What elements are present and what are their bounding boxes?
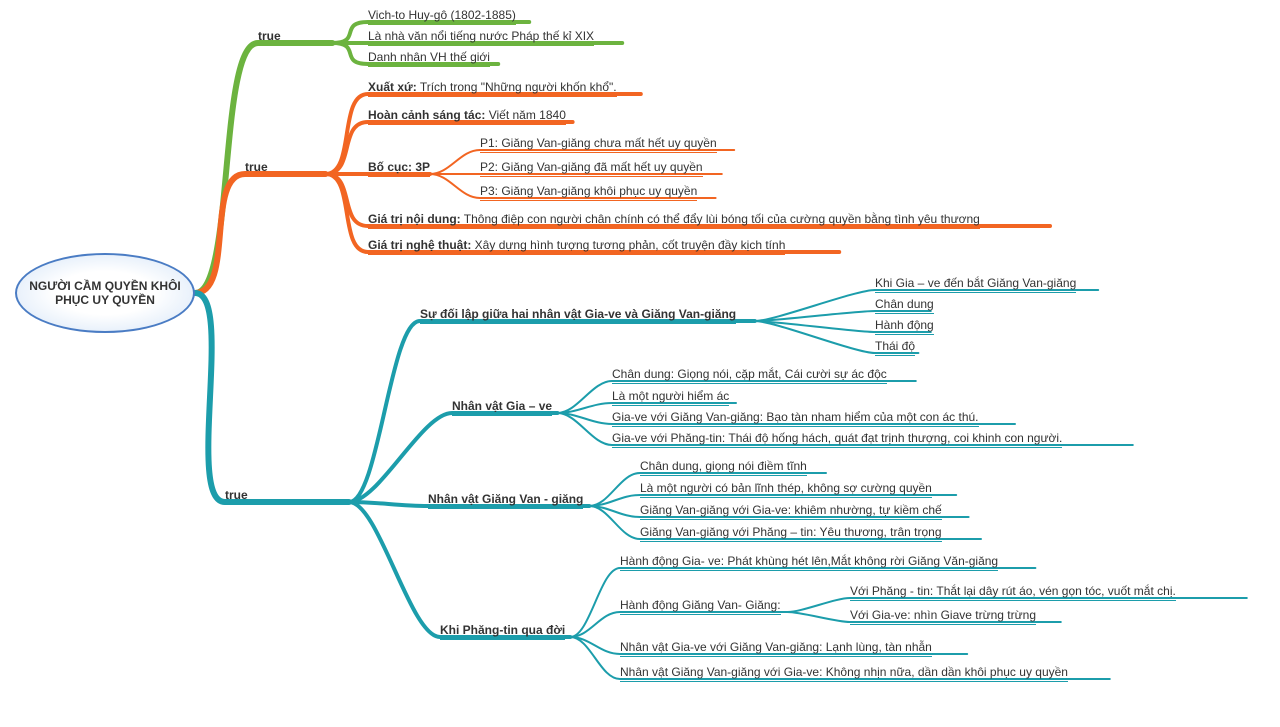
mindmap-node: Danh nhân VH thế giới xyxy=(368,50,490,67)
mindmap-node: Khi Gia – ve đến bắt Giăng Van-giăng xyxy=(875,276,1076,293)
root-node: NGƯỜI CẦM QUYỀN KHÔI PHỤC UY QUYỀN xyxy=(15,253,195,333)
mindmap-node: Gia-ve với Giăng Van-giăng: Bạo tàn nham… xyxy=(612,410,979,427)
mindmap-node: true xyxy=(258,29,281,46)
mindmap-node: Nhân vật Giăng Van - giăng xyxy=(428,492,583,509)
mindmap-node: Giăng Van-giăng với Phăng – tin: Yêu thư… xyxy=(640,525,942,542)
mindmap-node: P1: Giăng Van-giăng chưa mất hết uy quyề… xyxy=(480,136,717,153)
mindmap-node: Giá trị nghệ thuật: Xây dựng hình tượng … xyxy=(368,238,785,255)
mindmap-node: true xyxy=(225,488,248,505)
mindmap-node: Hành động Gia- ve: Phát khùng hét lên,Mắ… xyxy=(620,554,998,571)
mindmap-node: Giá trị nội dung: Thông điệp con người c… xyxy=(368,212,980,229)
mindmap-node: Bố cục: 3P xyxy=(368,160,430,177)
mindmap-node: Chân dung xyxy=(875,297,934,314)
mindmap-node: Với Phăng - tin: Thắt lại dây rút áo, vé… xyxy=(850,584,1176,601)
root-label: NGƯỜI CẦM QUYỀN KHÔI PHỤC UY QUYỀN xyxy=(27,279,183,307)
mindmap-node: Là một người có bản lĩnh thép, không sợ … xyxy=(640,481,932,498)
mindmap-node: Chân dung, giọng nói điềm tĩnh xyxy=(640,459,807,476)
mindmap-node: true xyxy=(245,160,268,177)
mindmap-node: Với Gia-ve: nhìn Giave trừng trừng xyxy=(850,608,1036,625)
mindmap-node: Hoàn cảnh sáng tác: Viết năm 1840 xyxy=(368,108,566,125)
mindmap-node: Gia-ve với Phăng-tin: Thái độ hống hách,… xyxy=(612,431,1062,448)
mindmap-node: Nhân vật Gia – ve xyxy=(452,399,552,416)
mindmap-node: Nhân vật Giăng Van-giăng với Gia-ve: Khô… xyxy=(620,665,1068,682)
mindmap-node: Vich-to Huy-gô (1802-1885) xyxy=(368,8,516,25)
mindmap-node: Thái độ xyxy=(875,339,915,356)
mindmap-node: Hành động Giăng Van- Giăng: xyxy=(620,598,781,615)
mindmap-node: Khi Phăng-tin qua đời xyxy=(440,623,565,640)
mindmap-node: P3: Giăng Van-giăng khôi phục uy quyền xyxy=(480,184,697,201)
mindmap-node: P2: Giăng Van-giăng đã mất hết uy quyền xyxy=(480,160,703,177)
mindmap-node: Là một người hiểm ác xyxy=(612,389,729,406)
mindmap-node: Giăng Van-giăng với Gia-ve: khiêm nhường… xyxy=(640,503,942,520)
mindmap-node: Sự đối lập giữa hai nhân vật Gia-ve và G… xyxy=(420,307,736,324)
mindmap-node: Xuất xứ: Trích trong "Những người khốn k… xyxy=(368,80,617,97)
mindmap-node: Nhân vật Gia-ve với Giăng Van-giăng: Lạn… xyxy=(620,640,932,657)
mindmap-node: Hành động xyxy=(875,318,934,335)
mindmap-node: Là nhà văn nổi tiếng nước Pháp thế kỉ XI… xyxy=(368,29,594,46)
mindmap-node: Chân dung: Giọng nói, cặp mắt, Cái cười … xyxy=(612,367,887,384)
